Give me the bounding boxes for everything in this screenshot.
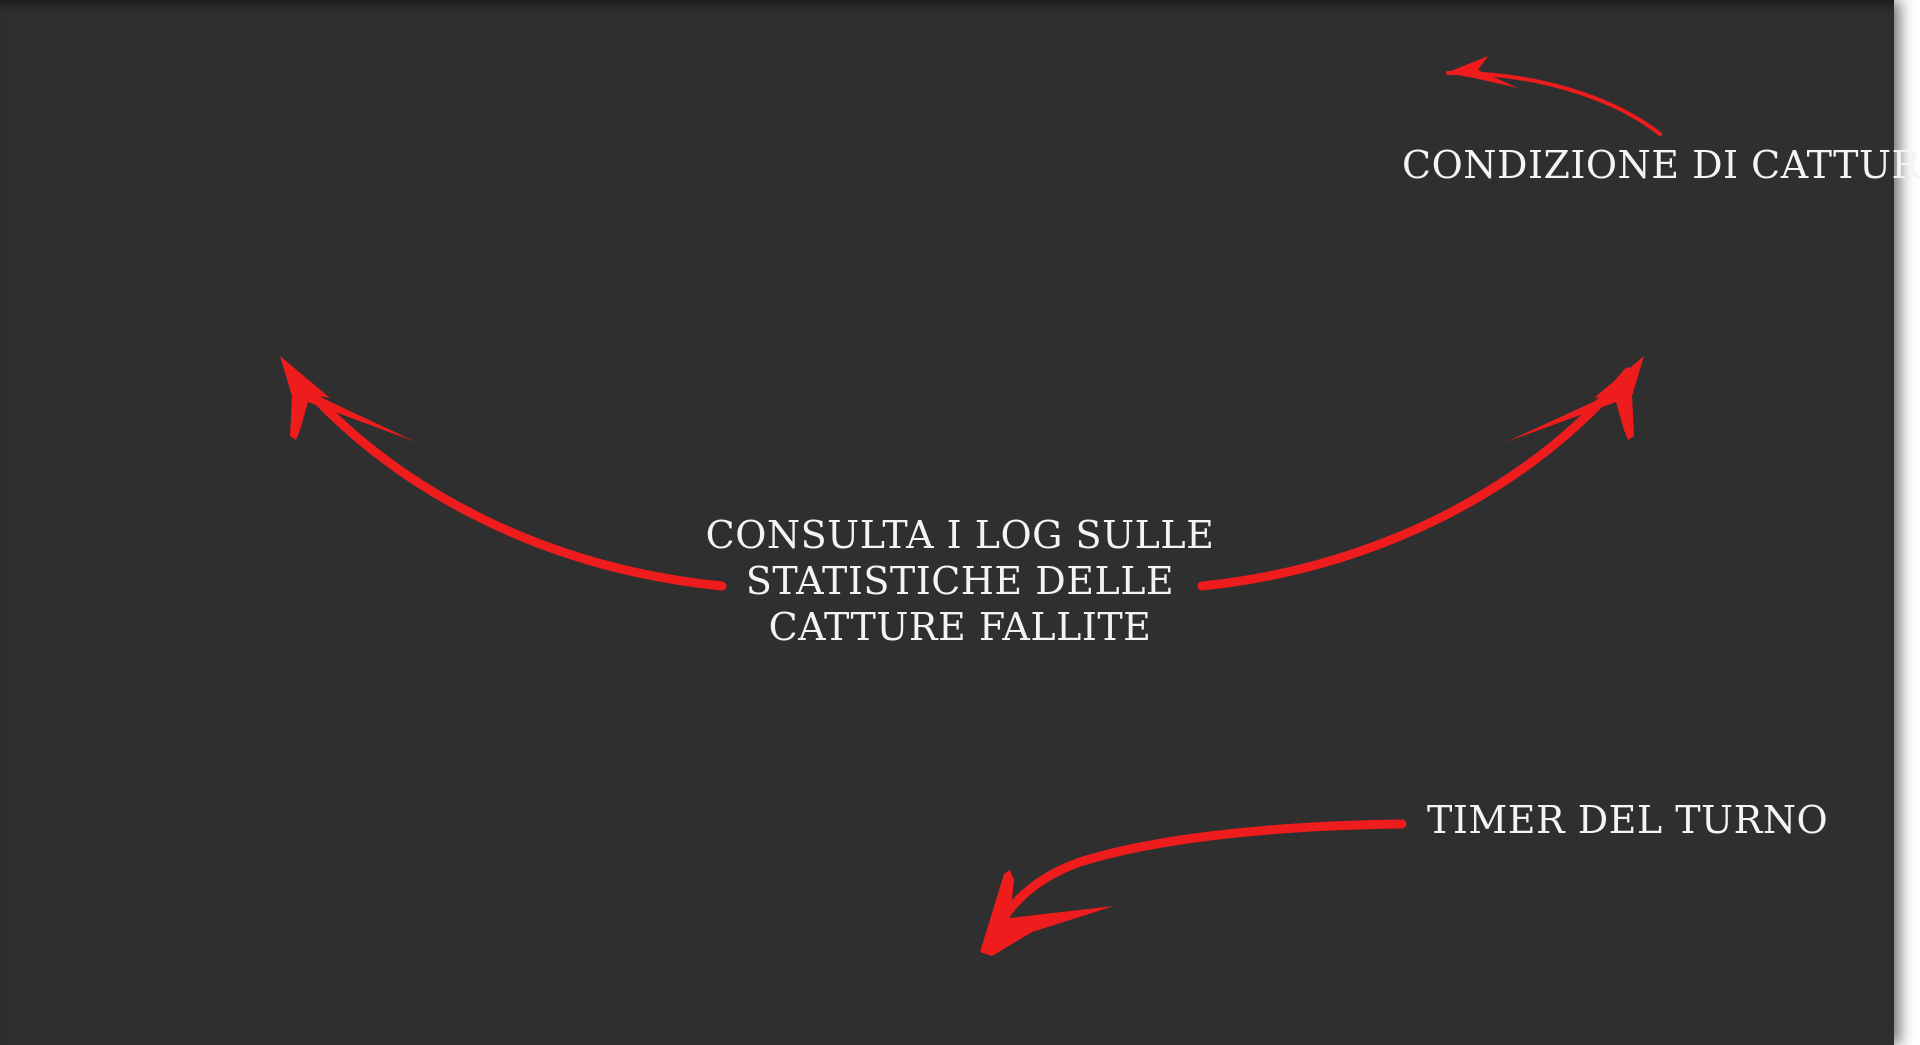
arrow-capture-icon — [1446, 56, 1662, 136]
logs-label-line-2: STATISTICHE DELLE — [745, 559, 1175, 603]
turn-timer-label: TIMER DEL TURNO — [1427, 798, 1829, 842]
capture-condition-label: CONDIZIONE DI CATTURA — [1402, 143, 1920, 187]
failed-captures-logs-label: CONSULTA I LOG SULLE STATISTICHE DELLE C… — [700, 512, 1220, 650]
logs-label-line-1: CONSULTA I LOG SULLE — [705, 513, 1215, 557]
arrow-timer-icon — [980, 819, 1407, 956]
arrow-up-right-icon — [1197, 356, 1644, 591]
arrow-up-left-icon — [280, 356, 727, 591]
logs-label-line-3: CATTURE FALLITE — [768, 605, 1152, 649]
